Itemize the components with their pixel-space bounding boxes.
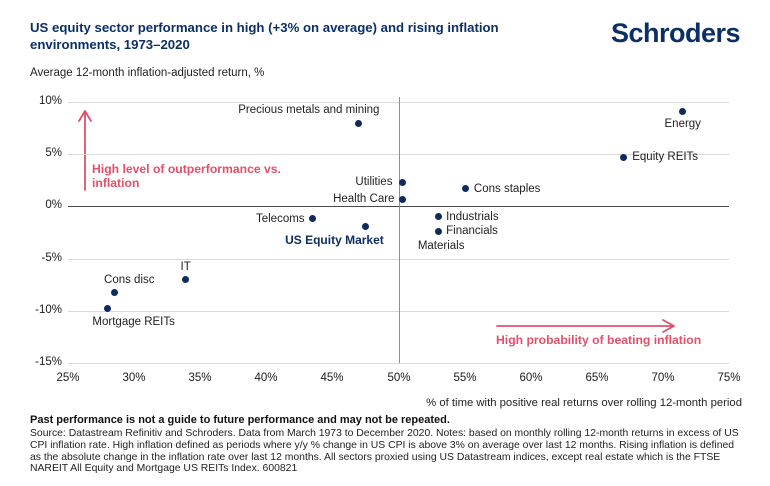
data-point-dot [110,288,118,296]
data-point-dot [355,120,363,128]
data-point-label: US Equity Market [285,233,384,248]
data-point-dot [679,107,687,115]
up-arrow-icon [78,110,92,191]
x-tick-label: 25% [56,372,80,384]
chart-title-line1: US equity sector performance in high (+3… [30,20,499,35]
gridline--15 [68,363,729,364]
gridline-0 [68,206,729,207]
chart-title-line2: environments, 1973–2020 [30,37,190,52]
chart-title: US equity sector performance in high (+3… [30,19,499,53]
annotation-beating-inflation: High probability of beating inflation [496,333,702,347]
data-point-label: Cons disc [104,274,155,286]
data-point-label: Health Care [333,193,395,206]
data-point-dot [104,305,112,313]
y-tick-label: 10% [38,95,62,107]
schroders-logo: Schroders [610,18,741,48]
data-point-label: Cons staples [473,182,541,195]
gridline--5 [68,259,729,260]
data-point-label: Energy [664,118,701,131]
data-point-label: Mortgage REITs [92,315,175,328]
data-point-label: Equity REITs [632,151,699,164]
x-tick-label: 65% [585,372,609,384]
data-point-dot [434,213,442,221]
gridline--10 [68,311,729,312]
y-tick-label: -10% [35,304,62,316]
data-point-label: Telecoms [255,212,305,225]
data-point-dot [398,195,406,203]
y-axis-title: Average 12-month inflation-adjusted retu… [30,67,265,79]
data-point-dot [182,275,190,283]
gridline-10 [68,102,729,103]
x-tick-label: 55% [453,372,477,384]
y-tick-label: 0% [45,199,62,211]
x-tick-label: 50% [387,372,411,384]
data-point-label: IT [180,261,191,274]
data-point-dot [361,222,369,230]
reference-line-50pct [399,97,400,363]
data-point-label: Industrials [446,210,499,223]
data-point-label: Financials [446,225,498,238]
data-point-label: Precious metals and mining [238,103,380,116]
disclaimer: Past performance is not a guide to futur… [30,414,450,426]
y-tick-label: -5% [41,252,62,264]
x-tick-label: 75% [717,372,741,384]
data-point-dot [619,153,627,161]
source-note: Source: Datastream Refinitiv and Schrode… [30,428,739,475]
x-tick-label: 35% [188,372,212,384]
x-tick-label: 40% [254,372,278,384]
data-point-label: Utilities [355,176,393,189]
annotation-outperformance: High level of outperformance vs. inflati… [92,162,281,190]
x-tick-label: 70% [651,372,675,384]
gridline-5 [68,154,729,155]
x-tick-label: 30% [122,372,146,384]
data-point-label: Materials [417,240,465,253]
data-point-dot [309,215,317,223]
x-tick-label: 60% [519,372,543,384]
y-tick-label: -15% [35,356,62,368]
data-point-dot [398,178,406,186]
x-axis-title: % of time with positive real returns ove… [426,397,742,409]
data-point-dot [434,227,442,235]
x-tick-label: 45% [320,372,344,384]
y-tick-label: 5% [45,147,62,159]
data-point-dot [462,185,470,193]
right-arrow-icon [496,319,675,333]
